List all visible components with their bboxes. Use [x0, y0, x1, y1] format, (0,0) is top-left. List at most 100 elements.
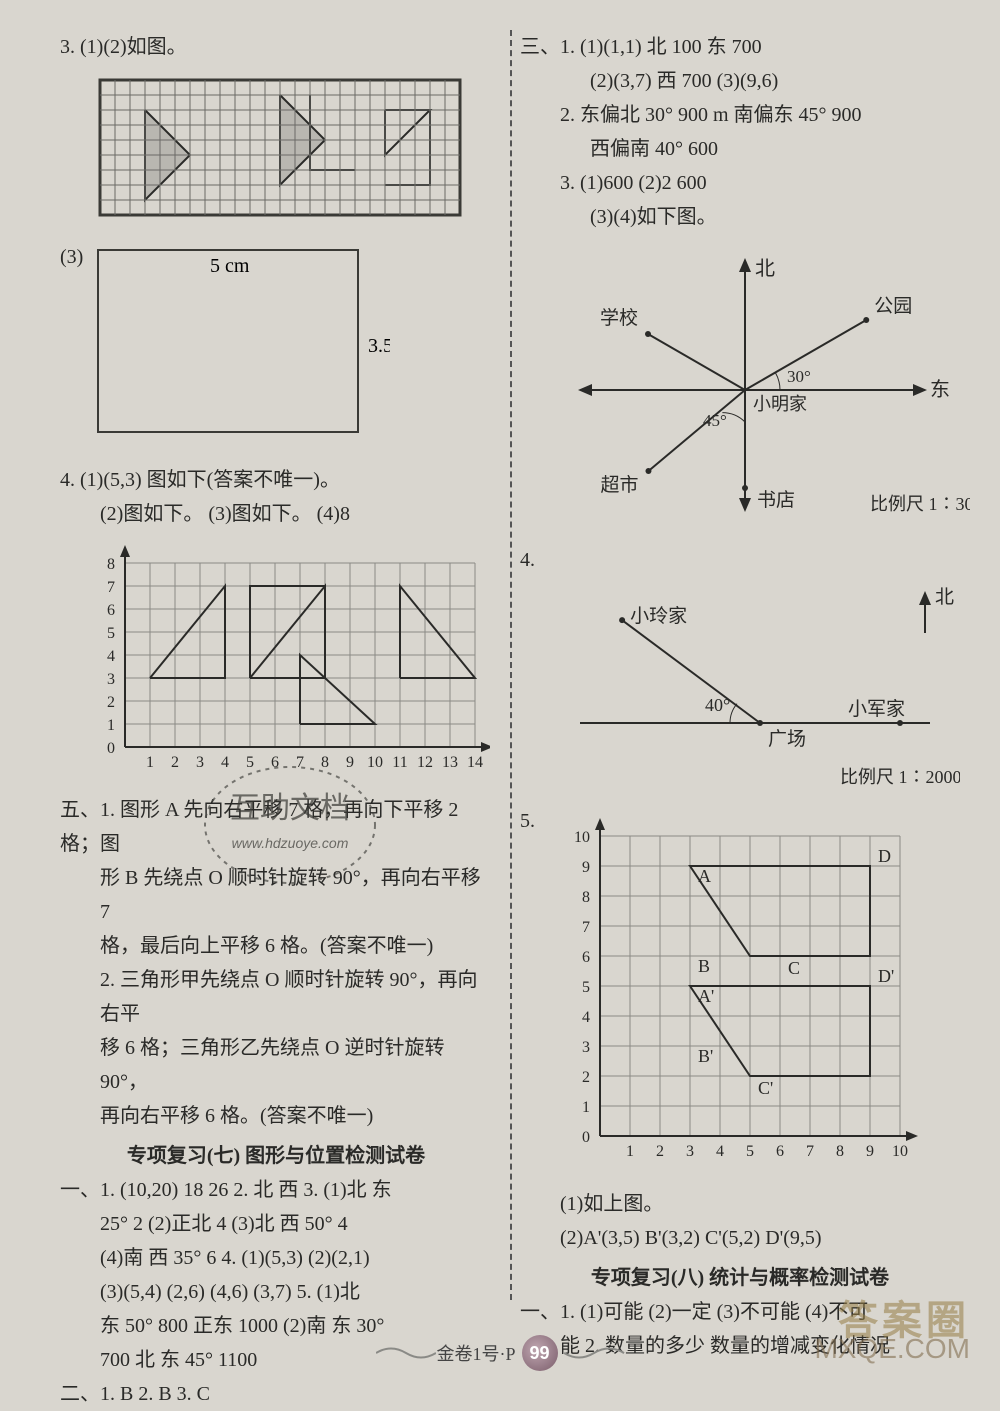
svg-text:30°: 30°	[787, 367, 811, 386]
svg-text:4: 4	[582, 1009, 590, 1026]
s3-3a: 3. (1)600 (2)2 600	[520, 166, 960, 200]
svg-text:5: 5	[107, 625, 115, 642]
q3-3-label: (3)	[60, 246, 83, 269]
svg-text:40°: 40°	[705, 695, 730, 715]
s3-1b: (2)(3,7) 西 700 (3)(9,6)	[520, 64, 960, 98]
q4-1: 4. (1)(5,3) 图如下(答案不唯一)。	[60, 463, 492, 497]
s3-2b: 西偏南 40° 600	[520, 132, 960, 166]
svg-text:超市: 超市	[600, 474, 638, 496]
svg-text:北: 北	[755, 257, 775, 280]
svg-text:0: 0	[582, 1129, 590, 1146]
svg-text:7: 7	[582, 919, 590, 936]
svg-text:3: 3	[582, 1039, 590, 1056]
page-footer: 金卷1号·P 99	[0, 1335, 1000, 1371]
svg-text:2: 2	[656, 1143, 664, 1160]
sec5-2a: 2. 三角形甲先绕点 O 顺时针旋转 90°，再向右平	[60, 963, 492, 1031]
svg-text:A': A'	[698, 986, 714, 1006]
page-number: 99	[522, 1335, 558, 1371]
svg-text:2: 2	[582, 1069, 590, 1086]
compass-figure: 公园学校超市书店30°45°北东小明家比例尺 1∶30000	[550, 240, 960, 535]
svg-text:8: 8	[321, 754, 329, 771]
section8-title: 专项复习(八) 统计与概率检测试卷	[520, 1261, 960, 1295]
svg-text:10: 10	[574, 829, 590, 846]
svg-text:7: 7	[806, 1143, 814, 1160]
svg-text:小玲家: 小玲家	[630, 605, 687, 627]
svg-text:公园: 公园	[874, 296, 912, 317]
svg-text:A: A	[698, 866, 711, 886]
svg-text:9: 9	[346, 754, 354, 771]
svg-text:3: 3	[196, 754, 204, 771]
s3-2a: 2. 东偏北 30° 900 m 南偏东 45° 900	[520, 98, 960, 132]
svg-text:10: 10	[892, 1143, 908, 1160]
svg-text:11: 11	[392, 754, 407, 771]
sec5-1c: 格，最后向上平移 6 格。(答案不唯一)	[60, 929, 492, 963]
svg-text:12: 12	[417, 754, 433, 771]
q5-2: (2)A'(3,5) B'(3,2) C'(5,2) D'(9,5)	[520, 1221, 960, 1255]
sec5-2c: 再向右平移 6 格。(答案不唯一)	[60, 1099, 492, 1133]
left-column: 3. (1)(2)如图。 (3) 5 cm 3.5 cm 4. (1)(5,3)…	[60, 30, 492, 1300]
svg-text:C': C'	[758, 1078, 773, 1098]
q3-grid-figure	[90, 70, 492, 230]
svg-text:1: 1	[107, 717, 115, 734]
svg-text:2: 2	[107, 694, 115, 711]
svg-text:8: 8	[107, 556, 115, 573]
svg-text:3: 3	[107, 671, 115, 688]
svg-text:比例尺 1∶20000: 比例尺 1∶20000	[840, 767, 960, 787]
s7-l4: (3)(5,4) (2,6) (4,6) (3,7) 5. (1)北	[60, 1275, 492, 1309]
q4-2: (2)图如下。 (3)图如下。 (4)8	[60, 497, 492, 531]
column-divider	[510, 30, 512, 1300]
svg-text:5: 5	[582, 979, 590, 996]
angle-figure: 40° 小玲家小军家广场 北比例尺 1∶20000	[560, 583, 960, 798]
svg-text:4: 4	[716, 1143, 724, 1160]
s7-l2: 25° 2 (2)正北 4 (3)北 西 50° 4	[60, 1207, 492, 1241]
sec5-1b: 形 B 先绕点 O 顺时针旋转 90°，再向右平移 7	[60, 861, 492, 929]
q5-1: (1)如上图。	[520, 1187, 960, 1221]
sec5-1a: 五、1. 图形 A 先向右平移 7 格，再向下平移 2 格；图	[60, 793, 492, 861]
svg-text:广场: 广场	[768, 728, 806, 750]
svg-text:9: 9	[582, 859, 590, 876]
s7-l3: (4)南 西 35° 6 4. (1)(5,3) (2)(2,1)	[60, 1241, 492, 1275]
q3-3-rect: (3) 5 cm 3.5 cm	[90, 242, 492, 457]
s3-3b: (3)(4)如下图。	[520, 200, 960, 234]
svg-text:小军家: 小军家	[848, 698, 905, 720]
q3-header: 3. (1)(2)如图。	[60, 30, 492, 64]
svg-text:学校: 学校	[600, 307, 638, 329]
rect-h-label: 3.5 cm	[368, 335, 390, 357]
svg-text:5: 5	[746, 1143, 754, 1160]
svg-text:9: 9	[866, 1143, 874, 1160]
svg-text:1: 1	[146, 754, 154, 771]
svg-text:6: 6	[582, 949, 590, 966]
svg-text:3: 3	[686, 1143, 694, 1160]
svg-text:书店: 书店	[757, 489, 795, 511]
letter-grid-figure: 12345678910012345678910ABCDA'B'C'D'	[560, 816, 960, 1181]
footer-deco-left	[376, 1344, 436, 1362]
svg-text:8: 8	[582, 889, 590, 906]
svg-text:1: 1	[626, 1143, 634, 1160]
s8-l1: 一、1. (1)可能 (2)一定 (3)不可能 (4)不可	[520, 1295, 960, 1329]
svg-text:5: 5	[246, 754, 254, 771]
svg-text:D': D'	[878, 966, 894, 986]
footer-brand: 金卷1号·P	[436, 1340, 515, 1366]
svg-text:D: D	[878, 846, 891, 866]
svg-text:4: 4	[221, 754, 229, 771]
svg-text:13: 13	[442, 754, 458, 771]
svg-text:6: 6	[107, 602, 115, 619]
svg-text:0: 0	[107, 740, 115, 757]
svg-text:B': B'	[698, 1046, 713, 1066]
svg-text:45°: 45°	[703, 411, 727, 430]
svg-text:小明家: 小明家	[753, 394, 807, 414]
svg-text:4: 4	[107, 648, 115, 665]
svg-text:8: 8	[836, 1143, 844, 1160]
s7-l1: 一、1. (10,20) 18 26 2. 北 西 3. (1)北 东	[60, 1173, 492, 1207]
sec5-2b: 移 6 格；三角形乙先绕点 O 逆时针旋转 90°，	[60, 1031, 492, 1099]
svg-text:10: 10	[367, 754, 383, 771]
svg-text:B: B	[698, 956, 710, 976]
section7-title: 专项复习(七) 图形与位置检测试卷	[60, 1139, 492, 1173]
footer-deco-right	[564, 1344, 624, 1362]
right-column: 三、1. (1)(1,1) 北 100 东 700 (2)(3,7) 西 700…	[520, 30, 960, 1300]
q4-label: 4.	[520, 543, 960, 577]
svg-text:6: 6	[776, 1143, 784, 1160]
svg-text:7: 7	[296, 754, 304, 771]
svg-text:北: 北	[935, 586, 954, 608]
svg-text:C: C	[788, 958, 800, 978]
